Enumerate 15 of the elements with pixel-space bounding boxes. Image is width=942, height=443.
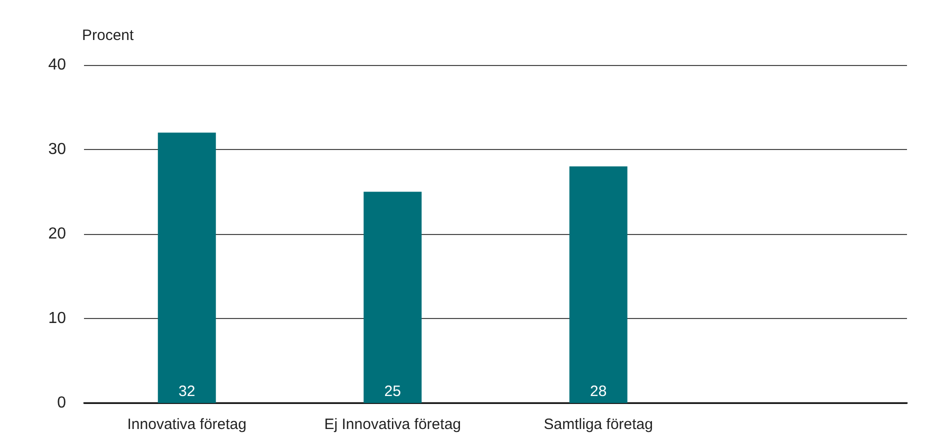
bar — [569, 166, 628, 403]
data-label: 32 — [178, 383, 196, 400]
y-tick-label: 30 — [48, 141, 66, 158]
y-tick-label: 40 — [48, 56, 66, 74]
y-tick-label: 0 — [57, 394, 66, 412]
x-tick-label: Innovativa företag — [127, 416, 246, 433]
bar — [158, 132, 216, 403]
y-axis-title: Procent — [82, 27, 135, 44]
x-tick-label: Samtliga företag — [544, 416, 653, 433]
bar — [364, 192, 422, 403]
x-tick-label: Ej Innovativa företag — [324, 416, 462, 433]
y-tick-label: 20 — [48, 226, 66, 242]
data-label: 25 — [384, 383, 401, 400]
data-label: 28 — [590, 383, 607, 400]
y-tick-label: 10 — [48, 310, 66, 327]
